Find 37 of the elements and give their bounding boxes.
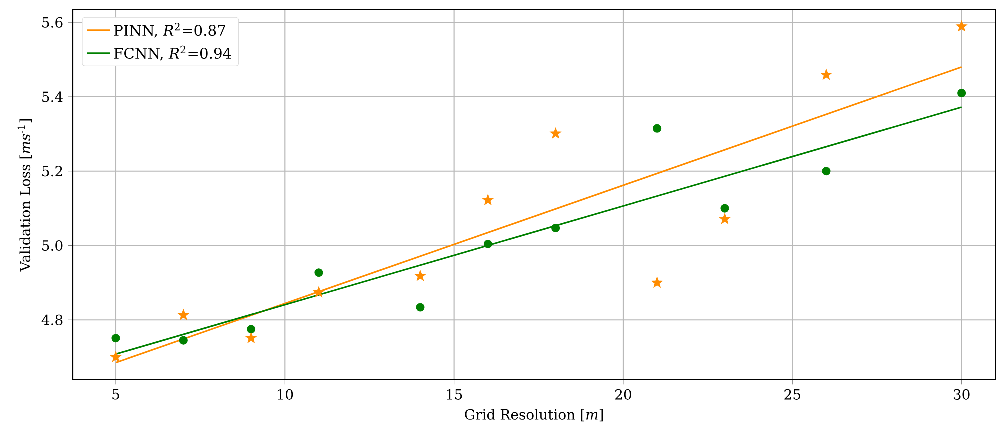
point bbox=[956, 20, 968, 32]
point bbox=[247, 325, 256, 334]
x-tick-label: 30 bbox=[954, 389, 970, 400]
y-tick-label: 5.0 bbox=[42, 240, 63, 252]
point bbox=[414, 270, 426, 282]
point bbox=[112, 334, 120, 343]
point bbox=[720, 204, 730, 213]
y-tick-label: 5.4 bbox=[42, 92, 63, 102]
point bbox=[179, 336, 188, 345]
point bbox=[820, 69, 832, 80]
x-tick-label: 25 bbox=[784, 389, 800, 400]
x-tick-label: 10 bbox=[278, 389, 294, 400]
y-tick-label: 4.8 bbox=[42, 314, 63, 326]
x-tick-label: 15 bbox=[447, 389, 462, 400]
point bbox=[313, 286, 325, 298]
y-tick-label: 5.6 bbox=[42, 17, 63, 28]
point bbox=[178, 309, 190, 320]
point bbox=[550, 128, 562, 139]
legend-label: FCNN, R$^{2}$=0.94 bbox=[114, 46, 232, 61]
point bbox=[958, 89, 966, 98]
point bbox=[719, 213, 731, 224]
point bbox=[482, 194, 494, 206]
x-axis-title: Grid Resolution [m] bbox=[465, 409, 604, 422]
point bbox=[246, 332, 257, 344]
y-tick-label: 5.2 bbox=[42, 166, 62, 177]
point bbox=[652, 277, 663, 288]
x-tick-label: 5 bbox=[112, 389, 120, 400]
point bbox=[552, 224, 560, 233]
legend-label: PINN, R$^{2}$=0.87 bbox=[114, 22, 226, 38]
point bbox=[416, 303, 425, 312]
point bbox=[822, 167, 831, 176]
point bbox=[653, 124, 662, 133]
y-axis-title: Validation Loss [ms$^{-1}$] bbox=[18, 119, 32, 272]
point bbox=[484, 240, 492, 249]
point bbox=[110, 351, 122, 362]
x-tick-label: 20 bbox=[616, 389, 632, 400]
point bbox=[314, 268, 324, 278]
